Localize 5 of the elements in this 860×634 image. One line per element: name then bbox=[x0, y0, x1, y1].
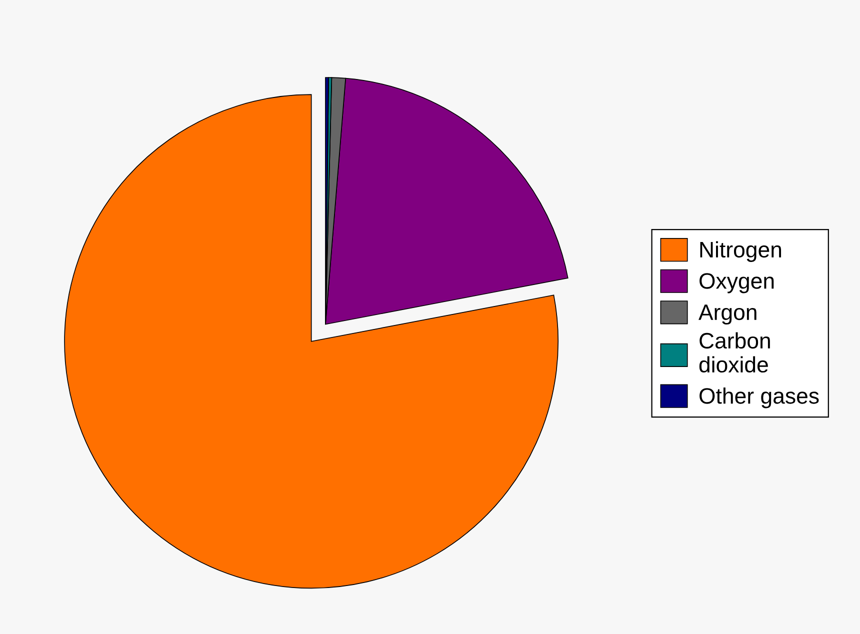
legend-label: Other gases bbox=[700, 388, 819, 408]
legend-label: Nitrogen bbox=[700, 241, 782, 262]
legend-label: Oxygen bbox=[700, 273, 774, 294]
legend-label: Argon bbox=[698, 304, 756, 325]
legend-label: Carbon dioxide bbox=[699, 332, 770, 373]
